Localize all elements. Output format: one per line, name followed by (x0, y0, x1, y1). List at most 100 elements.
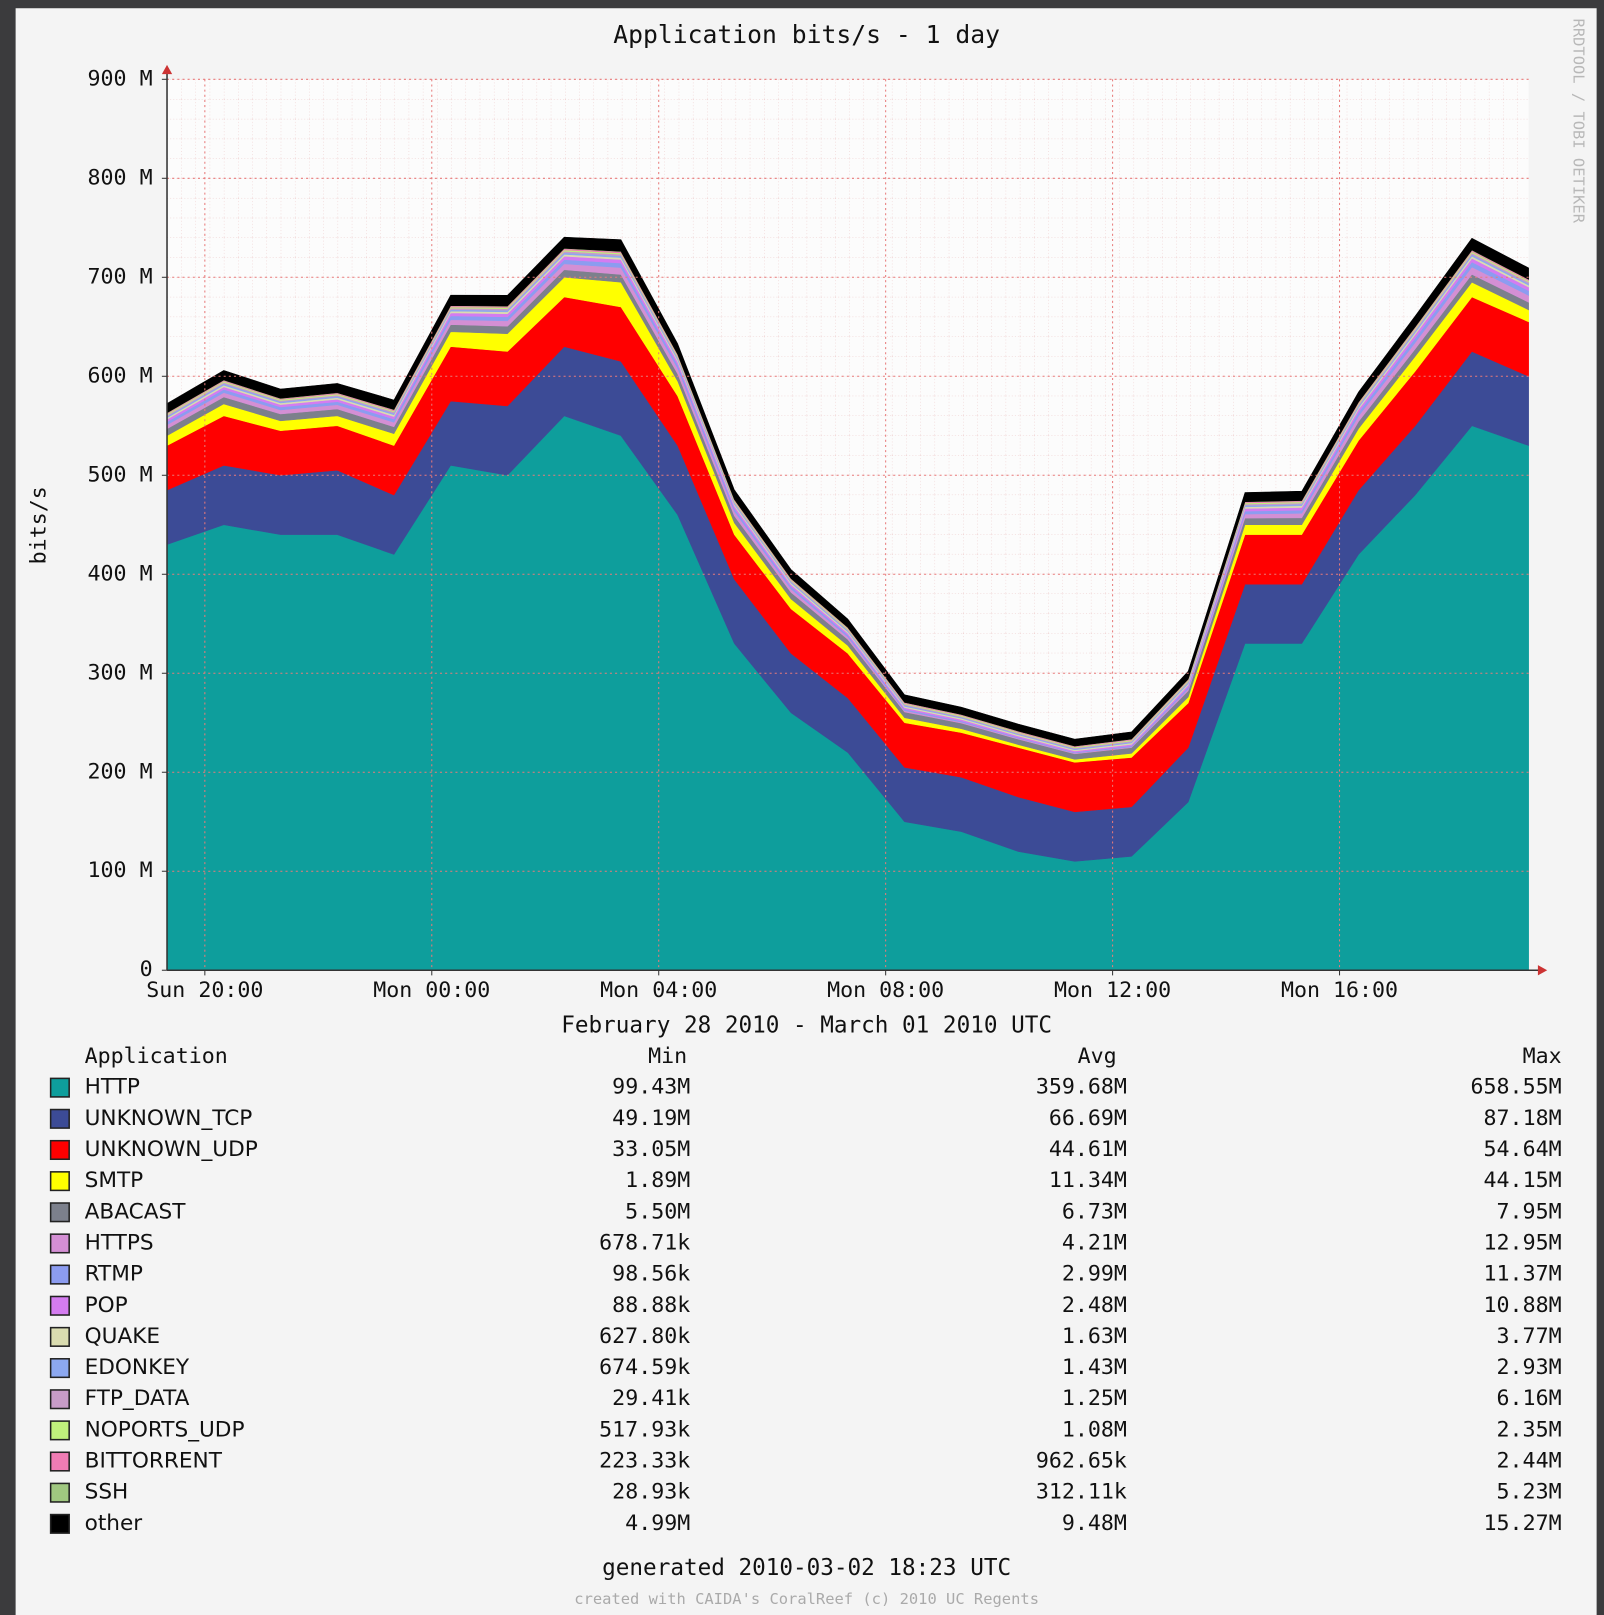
legend-stat: 98.56k (612, 1262, 690, 1287)
legend-stat: 1.63M (1062, 1324, 1127, 1349)
legend-stat: 6.16M (1497, 1386, 1562, 1411)
x-tick-label: Sun 20:00 (146, 978, 263, 1003)
legend-swatch (49, 1139, 70, 1161)
legend-swatch (49, 1233, 70, 1254)
legend-stat: 10.88M (1484, 1293, 1562, 1318)
legend-name: BITTORRENT (85, 1449, 223, 1474)
x-axis-label: February 28 2010 - March 01 2010 UTC (561, 1012, 1052, 1038)
y-tick-label: 800 M (88, 165, 153, 190)
legend-stat: 627.80k (599, 1324, 690, 1349)
legend-stat: 4.99M (625, 1511, 690, 1536)
legend-stat: 6.73M (1062, 1199, 1127, 1224)
legend-stat: 2.35M (1497, 1417, 1562, 1442)
legend-name: HTTP (85, 1075, 140, 1100)
legend-stat: 29.41k (612, 1386, 690, 1411)
y-tick-label: 300 M (88, 660, 153, 685)
legend-stat: 678.71k (599, 1230, 690, 1255)
legend-stat: 2.48M (1062, 1293, 1127, 1318)
legend-stat: 49.19M (612, 1106, 690, 1131)
legend-stat: 658.55M (1471, 1075, 1562, 1100)
legend-swatch (49, 1326, 70, 1347)
x-tick-label: Mon 12:00 (1054, 978, 1171, 1003)
legend-stat: 5.23M (1497, 1480, 1562, 1505)
legend-stat: 11.34M (1049, 1168, 1127, 1193)
x-tick-label: Mon 08:00 (827, 978, 944, 1003)
legend-stat: 3.77M (1497, 1324, 1562, 1349)
legend-name: POP (85, 1293, 128, 1318)
y-tick-label: 600 M (88, 363, 153, 388)
legend-stat: 312.11k (1036, 1480, 1127, 1505)
legend-name: EDONKEY (85, 1355, 190, 1380)
legend-swatch (49, 1077, 70, 1098)
side-label: RRDTOOL / TOBI OETIKER (1570, 19, 1588, 224)
legend-stat: 1.25M (1062, 1386, 1127, 1411)
legend-stat: 28.93k (612, 1480, 690, 1505)
legend-header: Min (648, 1044, 687, 1069)
legend-stat: 11.37M (1484, 1262, 1562, 1287)
legend-swatch (49, 1171, 70, 1192)
x-tick-label: Mon 00:00 (373, 978, 490, 1003)
legend-name: QUAKE (85, 1324, 160, 1349)
y-tick-label: 100 M (88, 858, 153, 883)
legend-stat: 87.18M (1484, 1106, 1562, 1131)
legend-name: SSH (85, 1480, 129, 1505)
legend-name: UNKNOWN_TCP (85, 1106, 253, 1131)
y-tick-label: 500 M (88, 462, 153, 487)
legend-stat: 33.05M (612, 1137, 690, 1162)
legend-name: RTMP (85, 1262, 143, 1287)
legend-name: other (85, 1511, 143, 1536)
legend-stat: 1.08M (1062, 1417, 1127, 1442)
y-tick-label: 900 M (88, 66, 153, 91)
legend-stat: 962.65k (1036, 1449, 1127, 1474)
legend-stat: 66.69M (1049, 1106, 1127, 1131)
legend-stat: 54.64M (1484, 1137, 1562, 1162)
legend-swatch (49, 1451, 70, 1472)
legend-stat: 15.27M (1484, 1511, 1562, 1536)
legend-swatch (49, 1482, 70, 1503)
legend-name: FTP_DATA (85, 1386, 190, 1411)
legend-name: HTTPS (85, 1230, 154, 1255)
areas (166, 236, 1529, 971)
area-14 (166, 236, 1529, 747)
legend-stat: 12.95M (1484, 1230, 1562, 1255)
legend-header: Max (1523, 1044, 1562, 1069)
legend-stat: 2.44M (1497, 1449, 1562, 1474)
chart-title: Application bits/s - 1 day (613, 20, 1000, 49)
legend-swatch (49, 1108, 70, 1129)
y-tick-label: 400 M (88, 561, 153, 586)
legend-header: Application (85, 1044, 228, 1069)
legend-stat: 1.89M (625, 1168, 690, 1193)
legend-header: Avg (1078, 1044, 1117, 1069)
y-arrow (161, 64, 173, 75)
legend-stat: 359.68M (1036, 1075, 1127, 1100)
legend-stat: 4.21M (1062, 1230, 1127, 1255)
legend-name: NOPORTS_UDP (85, 1417, 245, 1442)
x-tick-label: Mon 04:00 (600, 978, 717, 1003)
legend-stat: 517.93k (599, 1417, 690, 1442)
legend-swatch (49, 1358, 70, 1379)
credit: created with CAIDA's CoralReef (c) 2010 … (574, 1590, 1039, 1608)
legend-swatch (49, 1202, 70, 1223)
legend-name: ABACAST (85, 1199, 187, 1224)
y-tick-label: 200 M (88, 759, 153, 784)
legend-stat: 88.88k (612, 1293, 690, 1318)
legend-stat: 674.59k (599, 1355, 690, 1380)
legend-stat: 44.61M (1049, 1137, 1127, 1162)
footer: generated 2010-03-02 18:23 UTC (602, 1555, 1011, 1581)
legend-swatch (49, 1420, 70, 1441)
legend-stat: 99.43M (612, 1075, 690, 1100)
legend-stat: 44.15M (1484, 1168, 1562, 1193)
legend-swatch (49, 1389, 70, 1410)
y-tick-label: 0 (140, 957, 153, 982)
x-arrow (1537, 965, 1548, 976)
y-axis-label: bits/s (26, 486, 51, 564)
legend-stat: 9.48M (1062, 1511, 1127, 1536)
legend-swatch (49, 1295, 70, 1316)
legend-stat: 2.99M (1062, 1262, 1127, 1287)
legend-stat: 2.93M (1497, 1355, 1562, 1380)
legend-stat: 7.95M (1497, 1199, 1562, 1224)
axes: 0 100 M 200 M 300 M 400 M 500 M 600 M 700 M 800 … (88, 64, 1548, 1003)
legend-stat: 5.50M (625, 1199, 690, 1224)
x-tick-label: Mon 16:00 (1281, 978, 1398, 1003)
